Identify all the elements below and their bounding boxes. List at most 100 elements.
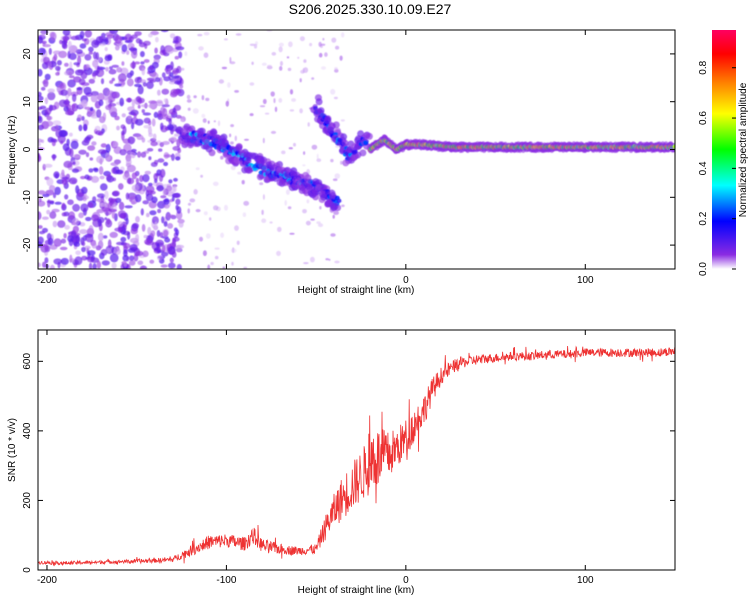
spectrogram-cell [97, 216, 105, 224]
y-tick-label: 200 [22, 492, 33, 509]
spectrogram-cell [330, 158, 334, 163]
spectrogram-cell [227, 82, 231, 88]
spectrogram-cell [79, 43, 87, 49]
spectrogram-cell [174, 133, 180, 137]
spectrogram-cell [161, 141, 170, 145]
spectrogram-cell [91, 214, 99, 222]
spectrogram-cell [127, 136, 136, 145]
spectrogram-cell [140, 51, 145, 58]
spectrogram-cell [271, 52, 277, 56]
spectrogram-cell [205, 97, 210, 102]
spectrogram-cell [46, 115, 53, 121]
spectrogram-cell [55, 72, 60, 76]
spectrogram-cell [98, 166, 104, 175]
spectrogram-cell [124, 33, 132, 43]
spectrogram-cell [189, 198, 196, 203]
spectrogram-cell [115, 45, 120, 51]
spectrogram-cell [126, 78, 134, 87]
spectrogram-cell [80, 175, 86, 180]
spectrogram-cell [60, 89, 69, 96]
spectrogram-cell [148, 156, 152, 161]
spectrogram-cell [315, 98, 323, 106]
spectrogram-cell [287, 67, 292, 72]
spectrogram-cell [236, 240, 240, 245]
spectrogram-cell [237, 171, 242, 175]
spectrogram-cell [108, 208, 117, 213]
spectrogram-cell [143, 234, 148, 239]
spectrogram-cell [359, 149, 367, 157]
spectrogram-cell [62, 30, 71, 36]
spectrogram-cell [319, 206, 322, 210]
spectrogram-cell [203, 211, 208, 216]
snr-x-label: Height of straight line (km) [298, 585, 415, 596]
spectrogram-cell [102, 112, 107, 121]
spectrogram-cell [81, 246, 86, 253]
spectrogram-cell [166, 214, 175, 218]
spectrogram-cell [203, 31, 210, 36]
spectrogram-cell [283, 171, 291, 179]
spectrogram-cell [299, 78, 302, 83]
spectrogram-cell [81, 255, 88, 261]
spectrogram-cell [77, 114, 83, 122]
spectrogram-cell [318, 52, 323, 58]
spectrogram-cell [88, 262, 93, 269]
spectrogram-cell [287, 206, 292, 210]
spectrogram-cell [142, 200, 149, 205]
spectrogram-cell [62, 143, 70, 152]
spectrogram-cell [112, 92, 119, 98]
spectrogram-cell [124, 40, 133, 44]
spectrogram-cell [92, 263, 97, 269]
spectrogram-cell [174, 80, 182, 85]
spectrogram-cell [243, 200, 250, 206]
spectrogram-cell [103, 96, 108, 101]
spectrogram-cell [225, 100, 229, 107]
spectrogram-cell [324, 117, 332, 125]
spectrogram-cell [38, 211, 42, 221]
spectrogram-cell [55, 65, 61, 71]
spectrogram-cell [38, 111, 41, 117]
spectrogram-cell [130, 61, 137, 69]
spectrogram-cell [262, 194, 265, 200]
spectrogram-cell [82, 241, 86, 247]
spectrogram-cell [38, 262, 41, 268]
spectrogram-cell [67, 79, 76, 88]
spectrogram-cell [107, 239, 112, 249]
spectrogram-cell [82, 99, 88, 107]
spectrogram-cell [115, 169, 124, 174]
spectrogram-cell [126, 72, 133, 79]
spectrogram-cell [72, 218, 80, 226]
spectrogram-cell [195, 209, 201, 213]
spectrogram-cell [40, 86, 46, 91]
spectrogram-cell [163, 229, 169, 237]
spectrogram-cell [141, 224, 146, 232]
spectrogram-cell [130, 227, 138, 235]
spectrogram-cell [163, 161, 169, 167]
spectrogram-cell [49, 264, 55, 269]
spectrogram-cell [59, 39, 63, 45]
spectrogram-cell [104, 190, 109, 200]
spectrogram-cell [84, 245, 91, 250]
spectrogram-cell [341, 32, 345, 38]
spectrogram-cell [68, 75, 75, 79]
spectrogram-cell [330, 233, 336, 237]
spectrogram-cell [109, 30, 118, 34]
spectrogram-cell [212, 181, 219, 186]
spectrogram-cell [146, 148, 154, 152]
spectrogram-cell [87, 250, 96, 256]
x-tick-label: 100 [577, 275, 594, 286]
spectrogram-cell [168, 179, 173, 184]
spectrogram-cell [210, 261, 214, 266]
spectrogram-cell [149, 210, 157, 216]
spectrogram-cell [171, 251, 177, 258]
spectrogram-cell [335, 45, 340, 50]
spectrogram-cell [78, 212, 84, 219]
spectrogram-cell [218, 79, 225, 84]
spectrogram-cell [151, 72, 159, 79]
y-tick-label: 600 [22, 353, 33, 370]
spectrogram-cell [172, 107, 176, 113]
spectrogram-cell [152, 133, 157, 140]
spectrogram-cell [307, 122, 310, 127]
spectrogram-cell [118, 73, 127, 82]
spectrogram-cell [170, 136, 177, 142]
spectrogram-cell [47, 88, 55, 94]
